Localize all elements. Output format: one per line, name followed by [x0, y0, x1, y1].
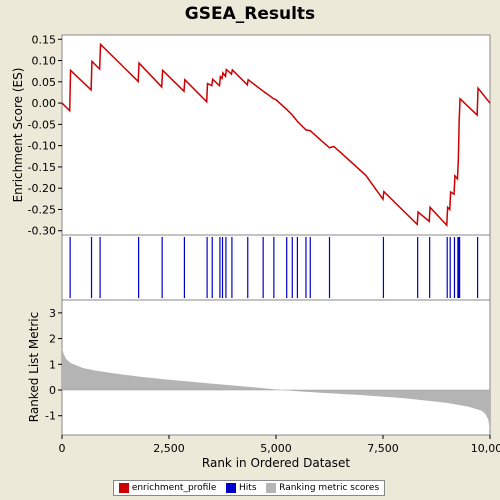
metric-y-axis-label: Ranked List Metric [27, 312, 41, 422]
hits-group [69, 237, 479, 298]
es-y-tick-label: -0.10 [28, 140, 56, 153]
metric-y-tick-label: -1 [45, 410, 56, 423]
legend-swatch-metric [266, 483, 277, 493]
legend-item-hits: Hits [226, 483, 257, 493]
es-profile-line [61, 42, 491, 228]
es-y-tick-label: 0.00 [32, 97, 57, 110]
legend-label-hits: Hits [239, 483, 257, 493]
chart-title: GSEA_Results [184, 4, 316, 24]
metric-y-tick-label: 1 [49, 358, 56, 371]
x-tick-label: 7,500 [367, 442, 399, 455]
es-y-axis: 0.15 0.10 0.05 0.00 -0.05 -0.10 -0.15 -0.20 -0.2… [28, 33, 62, 238]
metric-area [62, 347, 490, 430]
es-y-axis-label: Enrichment Score (ES) [11, 68, 25, 203]
legend-swatch-hits [226, 483, 237, 493]
legend-label-profile: enrichment_profile [131, 483, 217, 493]
es-line-group [61, 42, 491, 228]
hits-panel [61, 234, 491, 301]
legend-item-profile: enrichment_profile [118, 483, 217, 493]
metric-y-axis: 3 2 1 0 -1 [45, 307, 62, 423]
es-y-tick-label: -0.30 [28, 225, 56, 238]
metric-panel [61, 299, 491, 436]
x-tick-label: 5,000 [260, 442, 292, 455]
es-y-tick-label: -0.05 [28, 118, 56, 131]
es-y-tick-label: -0.25 [28, 203, 56, 216]
x-tick-label: 10,000 [471, 442, 500, 455]
metric-y-tick-label: 0 [49, 384, 56, 397]
es-panel [61, 34, 491, 236]
es-y-tick-label: -0.20 [28, 182, 56, 195]
legend-item-metric: Ranking metric scores [266, 483, 379, 493]
metric-area-group [62, 347, 490, 430]
x-axis: 0 2,500 5,000 7,500 10,000 [59, 435, 500, 455]
x-tick-label: 0 [59, 442, 66, 455]
es-y-tick-label: -0.15 [28, 161, 56, 174]
es-y-tick-label: 0.10 [32, 55, 57, 68]
metric-y-tick-label: 2 [49, 333, 56, 346]
legend-swatch-profile [118, 483, 129, 493]
legend: enrichment_profile Hits Ranking metric s… [113, 480, 385, 496]
x-axis-label: Rank in Ordered Dataset [202, 456, 350, 470]
es-y-tick-label: 0.05 [32, 76, 57, 89]
metric-y-tick-label: 3 [49, 307, 56, 320]
x-tick-label: 2,500 [153, 442, 185, 455]
es-y-tick-label: 0.15 [32, 33, 57, 46]
legend-label-metric: Ranking metric scores [279, 483, 380, 493]
